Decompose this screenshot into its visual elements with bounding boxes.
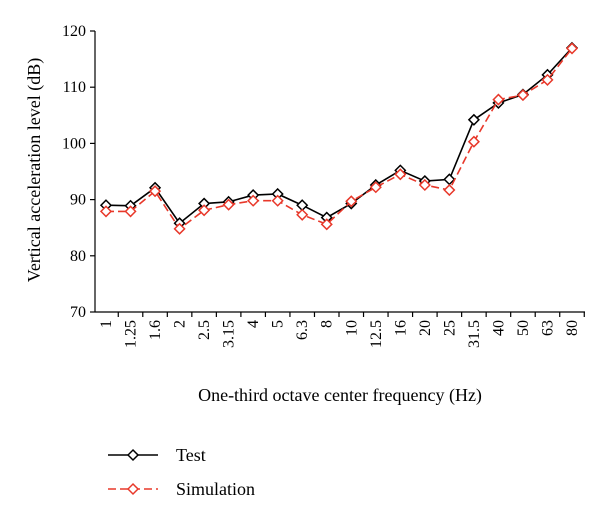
x-tick-label: 12.5 <box>368 320 385 348</box>
y-tick-label: 80 <box>70 248 86 265</box>
y-tick-label: 120 <box>62 23 86 40</box>
data-point <box>467 135 480 148</box>
x-tick-label: 50 <box>515 320 532 336</box>
data-point <box>247 194 260 207</box>
series-line-test <box>105 47 573 225</box>
legend-marker <box>126 482 140 496</box>
legend-label: Test <box>176 445 206 465</box>
data-point <box>124 205 137 218</box>
y-tick-label: 90 <box>70 192 86 209</box>
data-point <box>492 93 505 106</box>
series-layer <box>99 41 579 235</box>
data-point <box>345 195 358 208</box>
data-point <box>443 183 456 197</box>
x-tick-label: 40 <box>490 320 507 336</box>
legend-item-simulation: Simulation <box>108 479 255 499</box>
data-point <box>467 113 480 126</box>
data-point <box>369 181 382 194</box>
data-point <box>541 73 554 86</box>
x-tick-label: 3.15 <box>221 320 238 348</box>
x-tick-label: 1.6 <box>147 320 164 340</box>
data-point <box>222 198 235 211</box>
data-point <box>320 218 333 231</box>
x-tick-label: 1 <box>98 320 115 328</box>
x-tick-label: 6.3 <box>294 320 311 340</box>
series-test <box>99 41 579 230</box>
x-tick-label: 1.25 <box>123 320 140 348</box>
data-point <box>99 205 113 218</box>
data-point <box>418 178 431 192</box>
data-point <box>271 194 284 207</box>
x-tick-label: 2 <box>172 320 189 328</box>
x-tick-label: 5 <box>270 320 287 328</box>
x-tick-label: 63 <box>539 320 556 336</box>
x-tick-label: 8 <box>319 320 336 328</box>
x-tick-label: 25 <box>441 320 458 336</box>
y-tick-label: 110 <box>63 79 86 96</box>
data-point <box>148 185 162 198</box>
data-point <box>394 168 407 181</box>
x-axis-ticks: 1 1.25 1.6 2 2.5 3.15 4 5 6.3 8 10 12.5 16 20 25 31.5 40… <box>98 312 585 348</box>
x-tick-label: 10 <box>343 320 360 336</box>
x-tick-label: 2.5 <box>196 320 213 340</box>
data-point <box>173 222 186 235</box>
series-line-simulation <box>106 47 573 230</box>
data-point <box>296 208 309 221</box>
y-axis-ticks: 70 80 90 100 110 120 <box>62 23 95 321</box>
x-tick-label: 80 <box>564 320 581 336</box>
x-tick-label: 16 <box>392 320 409 336</box>
x-tick-label: 20 <box>417 320 434 336</box>
x-tick-label: 4 <box>245 320 262 328</box>
x-axis-title: One-third octave center frequency (Hz) <box>198 385 482 406</box>
data-point <box>565 42 579 55</box>
y-tick-label: 70 <box>70 304 86 321</box>
plot-area: 70 80 90 100 110 120 1 1.25 1.6 2 2.5 3.15 4 5 6.3 8 10… <box>62 23 585 348</box>
legend-marker <box>126 448 140 462</box>
legend: Test Simulation <box>108 445 255 499</box>
data-point <box>198 204 211 217</box>
series-simulation <box>99 42 579 235</box>
legend-item-test: Test <box>108 445 206 465</box>
x-tick-label: 31.5 <box>466 320 483 348</box>
y-tick-label: 100 <box>62 135 86 152</box>
y-axis-title: Vertical acceleration level (dB) <box>24 58 45 282</box>
legend-label: Simulation <box>176 479 255 499</box>
data-point <box>516 89 530 102</box>
